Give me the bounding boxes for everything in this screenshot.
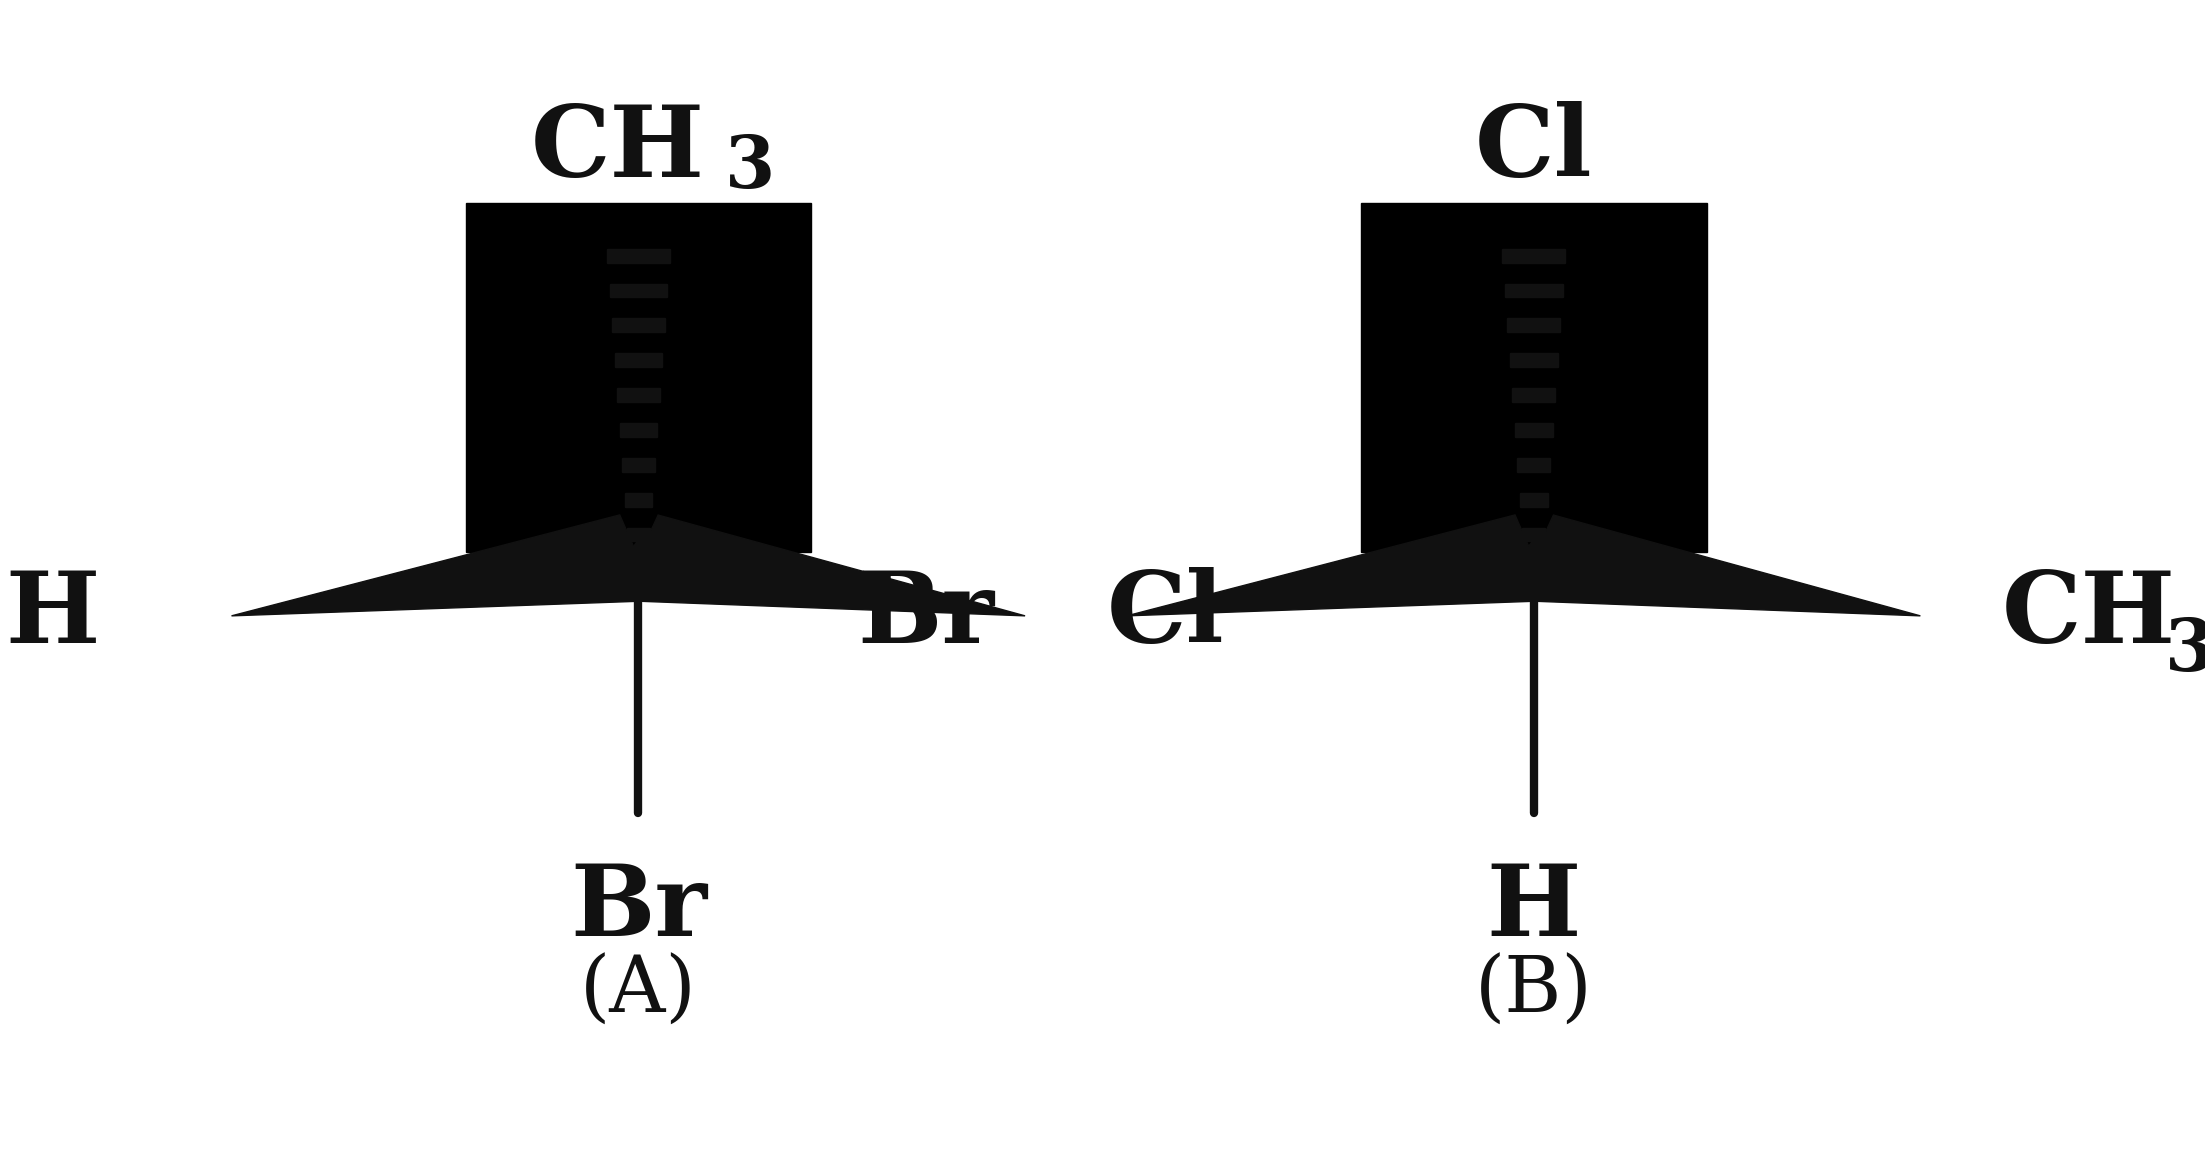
Bar bbox=[1502, 249, 1566, 263]
Text: Br: Br bbox=[569, 860, 708, 956]
Bar bbox=[1521, 528, 1546, 541]
Polygon shape bbox=[620, 515, 1025, 616]
Text: H: H bbox=[1486, 860, 1581, 956]
Text: C: C bbox=[1521, 530, 1588, 609]
Text: CH: CH bbox=[531, 101, 706, 198]
Bar bbox=[465, 203, 811, 552]
Bar bbox=[1515, 423, 1552, 437]
Bar bbox=[1513, 388, 1555, 402]
Polygon shape bbox=[1515, 515, 1921, 616]
Bar bbox=[626, 528, 650, 541]
Text: Cl: Cl bbox=[1107, 567, 1224, 665]
Bar bbox=[609, 284, 668, 297]
Bar bbox=[606, 249, 670, 263]
Bar bbox=[1517, 458, 1550, 472]
Text: (A): (A) bbox=[580, 953, 697, 1028]
Bar bbox=[617, 388, 659, 402]
Bar bbox=[1519, 493, 1548, 507]
Bar bbox=[622, 458, 655, 472]
Bar bbox=[615, 353, 662, 367]
Text: C: C bbox=[626, 530, 692, 609]
Text: Cl: Cl bbox=[1475, 101, 1592, 198]
Text: 3: 3 bbox=[725, 132, 776, 203]
Bar bbox=[620, 423, 657, 437]
Bar bbox=[1506, 284, 1563, 297]
Bar bbox=[624, 493, 653, 507]
Text: 3: 3 bbox=[2165, 615, 2205, 687]
Text: H: H bbox=[4, 567, 99, 665]
Bar bbox=[1508, 318, 1561, 332]
Text: CH: CH bbox=[2002, 567, 2176, 665]
Bar bbox=[1510, 353, 1557, 367]
Polygon shape bbox=[1127, 515, 1552, 616]
Text: Br: Br bbox=[858, 567, 994, 665]
Bar bbox=[613, 318, 666, 332]
Text: (B): (B) bbox=[1475, 953, 1592, 1028]
Bar bbox=[1360, 203, 1707, 552]
Polygon shape bbox=[232, 515, 657, 616]
